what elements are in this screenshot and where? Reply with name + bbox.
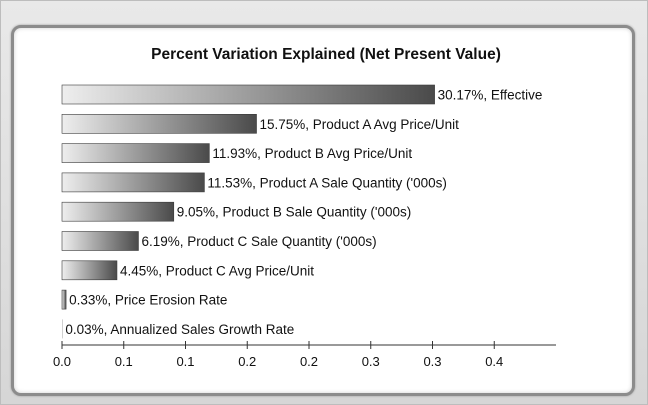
x-tick-label-5: 0.2 <box>300 354 318 369</box>
bar-8 <box>61 289 67 310</box>
bar-label-1: 30.17%, Effective <box>438 88 543 103</box>
bars-group: 30.17%, Effective 15.75%, Product A Avg P… <box>61 84 543 339</box>
bar-label-2: 15.75%, Product A Avg Price/Unit <box>260 117 460 132</box>
bar-1 <box>61 84 435 105</box>
x-tick-label-1: 0.0 <box>53 354 71 369</box>
x-tick-label-6: 0.3 <box>362 354 380 369</box>
x-axis: 0.0 0.1 0.1 0.2 0.2 0.3 0.3 0.4 <box>53 341 556 369</box>
x-tick-label-4: 0.2 <box>238 354 256 369</box>
bar-label-5: 9.05%, Product B Sale Quantity ('000s) <box>177 205 411 220</box>
x-tick-label-8: 0.4 <box>485 354 503 369</box>
bar-7 <box>61 260 118 281</box>
bar-label-8: 0.33%, Price Erosion Rate <box>69 293 227 308</box>
chart-title: Percent Variation Explained (Net Present… <box>151 46 501 63</box>
bar-label-9: 0.03%, Annualized Sales Growth Rate <box>65 322 294 337</box>
bar-label-4: 11.53%, Product A Sale Quantity ('000s) <box>207 175 446 190</box>
bar-5 <box>61 201 175 222</box>
bar-label-6: 6.19%, Product C Sale Quantity ('000s) <box>141 234 376 249</box>
bar-6 <box>61 231 139 251</box>
x-tick-label-3: 0.1 <box>176 354 194 369</box>
bar-label-3: 11.93%, Product B Avg Price/Unit <box>212 146 412 161</box>
bar-4 <box>61 172 205 193</box>
x-tick-label-2: 0.1 <box>115 354 133 369</box>
bar-3 <box>61 143 210 163</box>
bar-label-7: 4.45%, Product C Avg Price/Unit <box>120 263 314 278</box>
bar-2 <box>61 114 257 134</box>
x-tick-label-7: 0.3 <box>423 354 441 369</box>
